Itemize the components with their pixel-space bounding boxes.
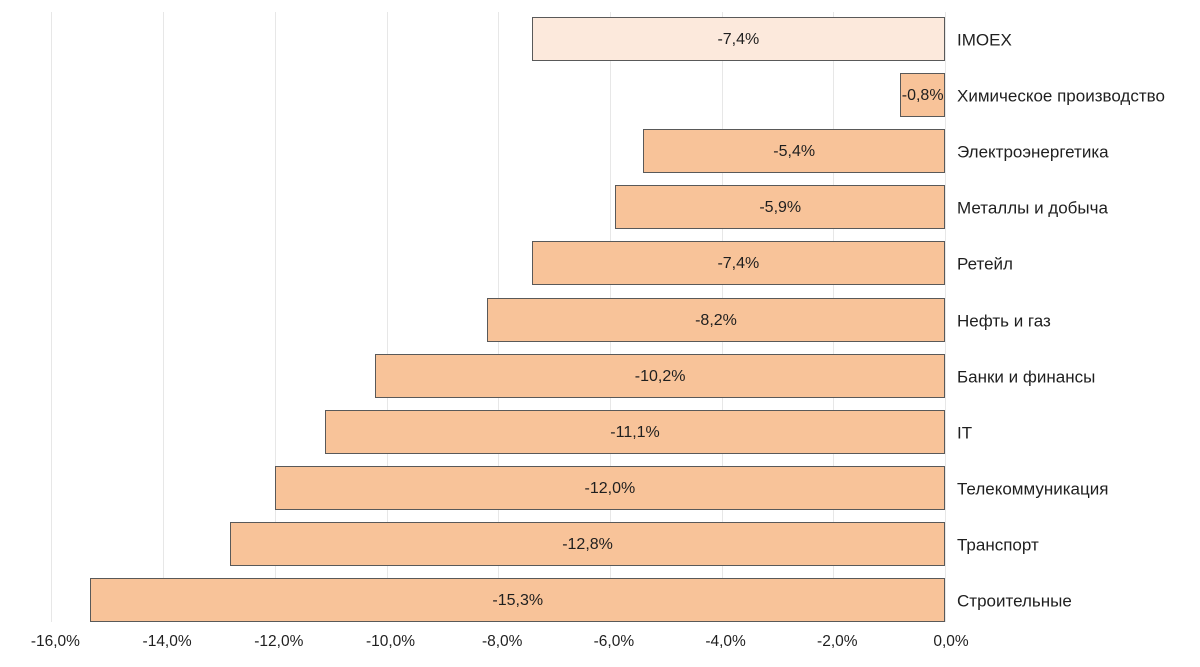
- bar: [531, 241, 945, 286]
- bar: [531, 17, 945, 61]
- bar: [90, 578, 945, 622]
- x-tick-label: -16,0%: [30, 633, 80, 650]
- category-label: Телекоммуникация: [957, 479, 1109, 499]
- category-label: Химическое производство: [957, 86, 1165, 106]
- category-label: Строительные: [957, 591, 1072, 611]
- gridline: [51, 12, 53, 622]
- category-label: Нефть и газ: [957, 311, 1051, 330]
- bar-value-label: -7,4%: [717, 255, 760, 273]
- bar-value-label: -5,9%: [759, 199, 802, 217]
- x-tick-label: -12,0%: [254, 633, 304, 650]
- bar: [274, 465, 945, 510]
- bar: [230, 521, 945, 566]
- bar: [487, 297, 945, 342]
- bar-value-label: -12,8%: [562, 535, 613, 553]
- category-label: Банки и финансы: [957, 367, 1096, 387]
- x-tick-label: -6,0%: [593, 633, 635, 650]
- x-tick-label: -8,0%: [481, 633, 523, 650]
- x-tick-label: -10,0%: [365, 633, 416, 650]
- bar-value-label: -0,8%: [901, 87, 944, 105]
- gridline: [945, 12, 947, 622]
- bar-value-label: -5,4%: [773, 143, 816, 161]
- bar-value-label: -8,2%: [695, 311, 737, 329]
- bar-value-label: -12,0%: [584, 479, 636, 497]
- bar-value-label: -7,4%: [717, 31, 760, 48]
- x-tick-label: -2,0%: [817, 633, 858, 650]
- bar: [615, 185, 945, 230]
- bar: [900, 73, 945, 118]
- bar: [643, 129, 945, 174]
- category-label: Электроэнергетика: [957, 142, 1109, 162]
- x-tick-label: -4,0%: [705, 633, 746, 650]
- category-label: IT: [957, 423, 973, 443]
- category-label: Металлы и добыча: [957, 198, 1108, 218]
- x-tick-label: -14,0%: [142, 633, 192, 650]
- bar: [375, 353, 945, 398]
- x-tick-label: 0,0%: [933, 633, 969, 650]
- category-label: Ретейл: [957, 254, 1013, 274]
- bar-value-label: -11,1%: [610, 423, 660, 441]
- gridline: [163, 12, 165, 622]
- category-label: IMOEX: [957, 30, 1012, 50]
- bar-value-label: -10,2%: [634, 367, 686, 385]
- category-label: Транспорт: [957, 535, 1039, 555]
- gridline: [386, 12, 389, 622]
- bar: [325, 409, 945, 454]
- gridline: [274, 12, 277, 622]
- bar-value-label: -15,3%: [492, 592, 544, 609]
